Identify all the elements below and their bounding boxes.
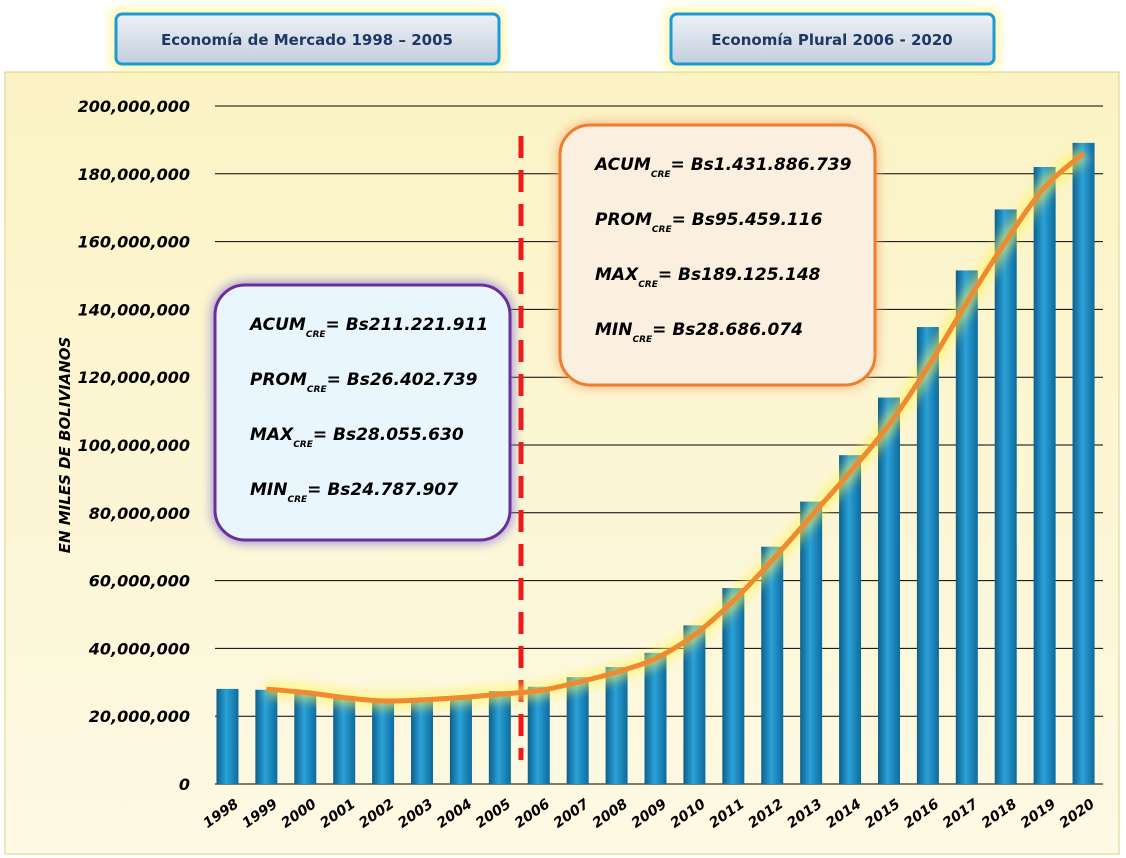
y-tick-label: 200,000,000 [78,97,190,116]
bar [372,699,395,784]
annotation-text: MAXCRE= Bs189.125.148 [595,265,821,290]
annotation-label: MAX [595,265,639,285]
y-tick-label: 80,000,000 [89,504,190,523]
annotation-box [213,283,512,542]
annotation-label: PROM [595,210,652,230]
trend-line [266,151,1086,704]
bar [644,652,667,784]
y-tick-label: 140,000,000 [78,300,190,319]
y-tick-label: 40,000,000 [88,639,190,658]
bar [216,688,239,784]
bar [294,692,317,784]
bar [527,686,550,784]
period-header [669,12,996,66]
annotation-subscript: CRE [638,280,659,290]
bar [955,270,978,784]
bar [449,696,472,784]
annotation-text: PROMCRE= Bs26.402.739 [250,370,478,395]
y-tick-label: 100,000,000 [78,436,190,455]
y-tick-label: 20,000,000 [89,707,190,726]
bar [1072,142,1095,785]
bar [333,697,356,784]
y-tick-label: 180,000,000 [78,165,190,184]
bar [1033,167,1056,784]
annotation-value: = Bs24.787.907 [307,480,458,500]
annotation-subscript: CRE [652,225,673,235]
annotation-value: = Bs211.221.911 [326,315,489,335]
bar [488,691,511,784]
y-tick-label: 0 [179,775,190,794]
y-tick-label: 160,000,000 [78,233,190,252]
bar [605,667,628,784]
annotation-text: MINCRE= Bs28.686.074 [595,320,803,345]
annotation-label: MIN [595,320,632,340]
annotation-subscript: CRE [287,495,308,505]
annotation-label: PROM [250,370,307,390]
y-axis-label: EN MILES DE BOLIVIANOS [56,337,74,554]
y-tick-label: 60,000,000 [89,572,190,591]
annotation-label: ACUM [248,315,306,335]
annotation-value: = Bs1.431.886.739 [671,155,852,175]
annotation-subscript: CRE [651,170,672,180]
bar [761,546,784,784]
annotation-subscript: CRE [307,385,328,395]
y-tick-label: 120,000,000 [78,368,190,387]
annotation-text: ACUMCRE= Bs1.431.886.739 [593,155,852,180]
annotation-value: = Bs28.055.630 [313,425,464,445]
bar [566,677,589,784]
period-title: Economía Plural 2006 - 2020 [711,31,952,49]
bar [255,689,278,784]
bar [994,209,1017,784]
annotation-subscript: CRE [293,440,314,450]
annotation-label: ACUM [593,155,651,175]
annotation-subscript: CRE [306,330,327,340]
annotation-text: MINCRE= Bs24.787.907 [250,480,458,505]
annotation-box [558,123,877,387]
bar [839,455,862,784]
period-title: Economía de Mercado 1998 – 2005 [161,31,453,49]
annotation-value: = Bs28.686.074 [652,320,803,340]
annotation-value: = Bs26.402.739 [327,370,478,390]
annotation-label: MAX [250,425,294,445]
annotation-value: = Bs189.125.148 [658,265,821,285]
bar [800,501,823,784]
bar [722,588,745,784]
annotation-value: = Bs95.459.116 [672,210,823,230]
annotation-subscript: CRE [632,335,653,345]
period-header [114,12,501,66]
bar [411,699,434,784]
bar [916,327,939,784]
annotation-label: MIN [250,480,287,500]
annotation-text: ACUMCRE= Bs211.221.911 [248,315,488,340]
bar [683,625,706,784]
annotation-text: MAXCRE= Bs28.055.630 [250,425,464,450]
bar [877,397,900,784]
annotation-text: PROMCRE= Bs95.459.116 [595,210,823,235]
